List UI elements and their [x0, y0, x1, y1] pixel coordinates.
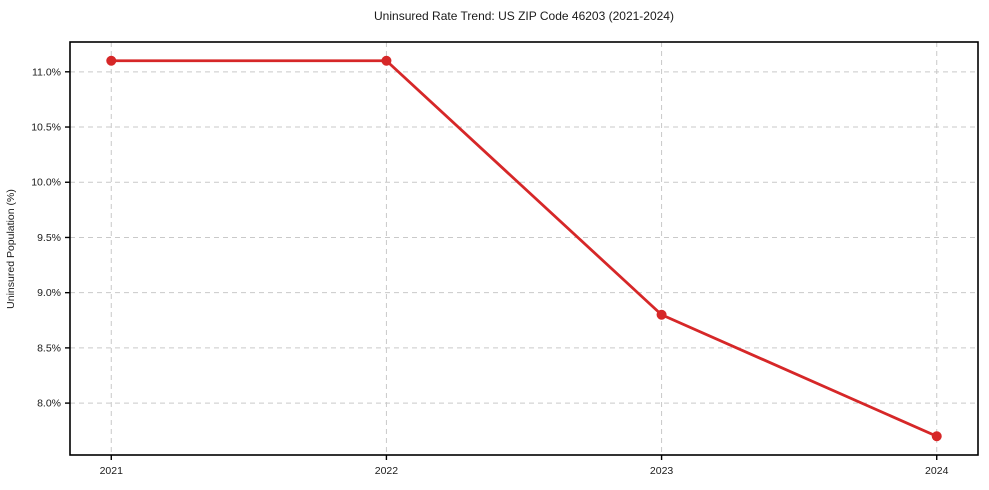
y-tick-label: 8.0%: [37, 398, 61, 410]
data-point-2021: [106, 55, 117, 66]
grid-layer: [70, 42, 978, 455]
plot-border: [69, 41, 979, 456]
tick-label-layer: 8.0% 8.5% 9.0% 9.5% 10.0% 10.5% 11.0% 2021 2022 2…: [31, 66, 948, 477]
data-point-2022: [381, 55, 392, 66]
data-point-2023: [656, 309, 667, 320]
y-tick-label: 9.0%: [37, 287, 61, 299]
x-tick-label: 2023: [650, 465, 674, 477]
y-tick-label: 9.5%: [37, 232, 61, 244]
x-tick-label: 2022: [375, 465, 399, 477]
y-tick-label: 10.5%: [31, 122, 61, 134]
y-tick-label: 8.5%: [37, 342, 61, 354]
y-axis-label: Uninsured Population (%): [5, 189, 17, 309]
y-tick-label: 10.0%: [31, 177, 61, 189]
trend-line: [109, 59, 939, 438]
chart-title: Uninsured Rate Trend: US ZIP Code 46203 …: [374, 9, 674, 23]
x-tick-label: 2024: [925, 465, 949, 477]
data-point-2024: [931, 431, 942, 442]
y-tick-label: 11.0%: [32, 66, 61, 78]
axis-layer: [65, 41, 979, 460]
x-tick-label: 2021: [100, 465, 124, 477]
trend-line-series: [106, 55, 942, 442]
